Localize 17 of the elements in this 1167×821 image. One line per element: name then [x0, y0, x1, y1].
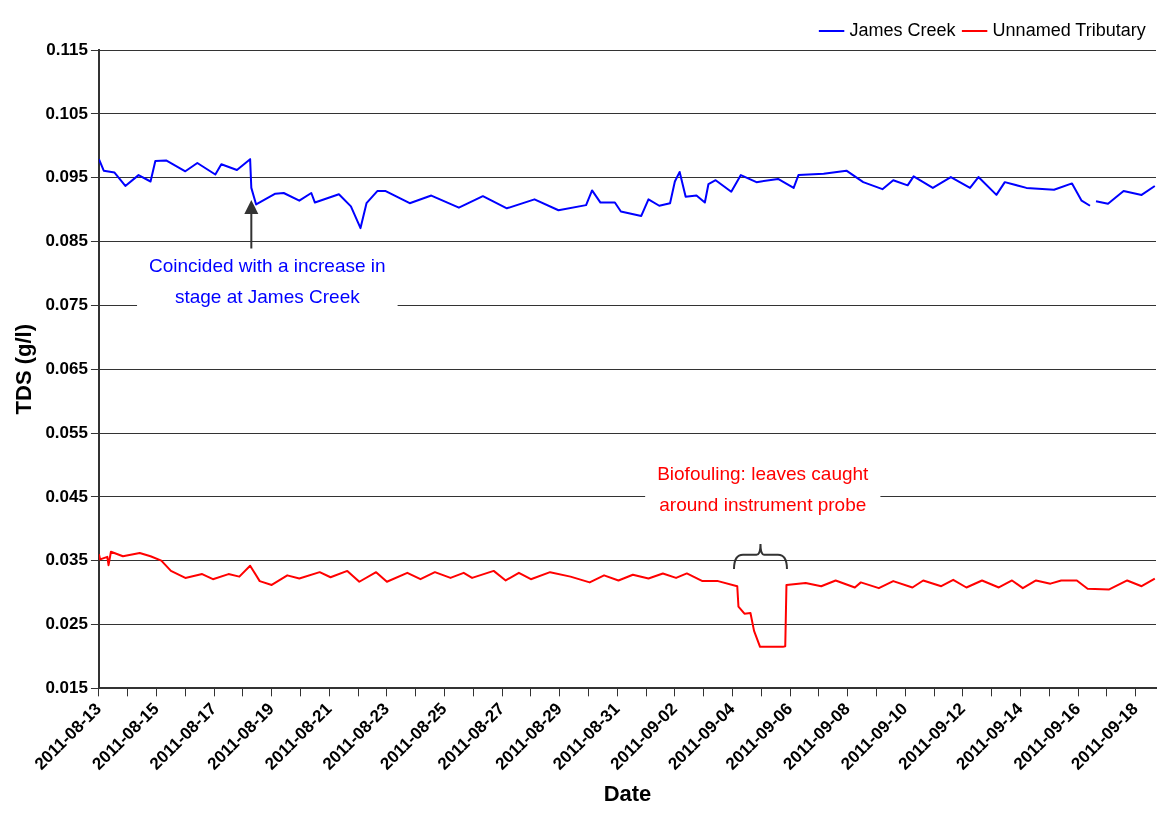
- y-tick-label: 0.085: [45, 231, 88, 251]
- y-tick-label: 0.115: [46, 39, 88, 59]
- y-tick-label: 0.095: [45, 167, 88, 187]
- y-tick-label: 0.035: [45, 550, 88, 570]
- y-tick-label: 0.065: [45, 358, 88, 378]
- annotation: Biofouling: leaves caught around instrument probe: [657, 463, 870, 516]
- legend-label: Unnamed Tributary: [992, 19, 1146, 40]
- y-tick-label: 0.075: [45, 295, 88, 315]
- annotation: Coincided with a increase in stage at James Creek: [149, 254, 386, 307]
- y-axis-title: TDS (g/l): [11, 323, 37, 415]
- y-tick-label: 0.015: [45, 678, 88, 698]
- x-axis-title: Date: [603, 780, 652, 806]
- y-tick-label: 0.045: [45, 486, 88, 506]
- legend-label: James Creek: [849, 19, 957, 40]
- y-tick-label: 0.055: [45, 422, 88, 442]
- y-tick-label: 0.025: [45, 614, 88, 634]
- y-tick-label: 0.105: [45, 103, 88, 123]
